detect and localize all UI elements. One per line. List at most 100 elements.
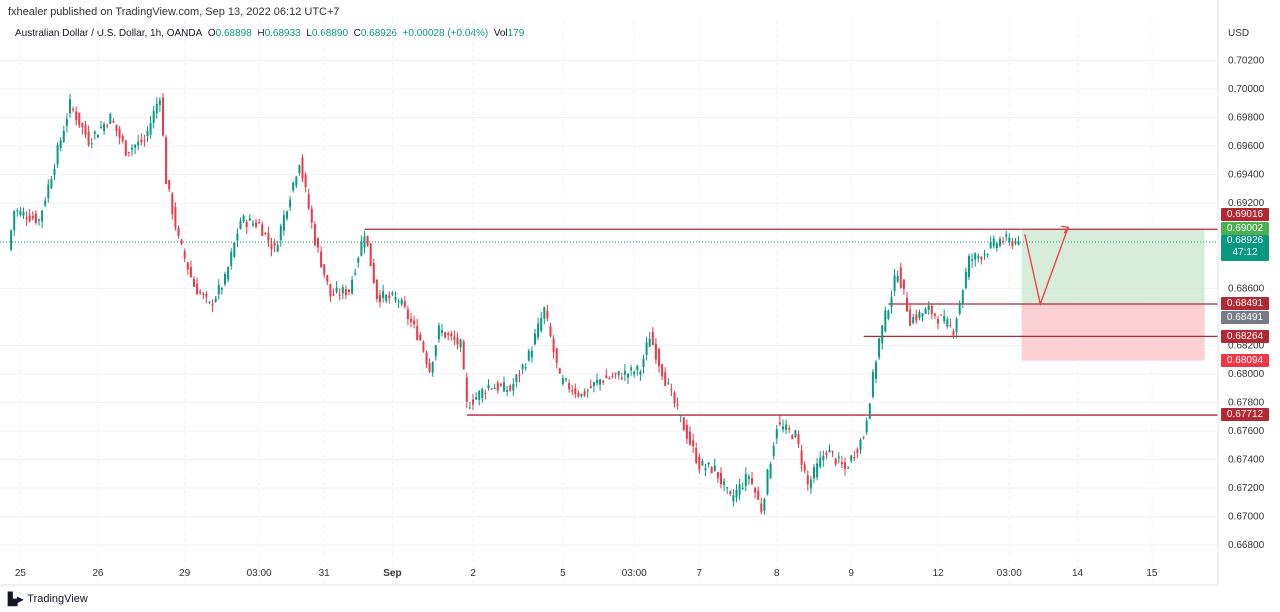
candle-body: [555, 348, 558, 363]
candle-body: [152, 110, 155, 123]
candle-body: [983, 253, 986, 255]
candle-body: [69, 99, 71, 114]
candle-body: [654, 343, 657, 360]
candle-body: [726, 487, 729, 489]
candle-body: [809, 479, 812, 489]
long-position-box: [1021, 229, 1205, 361]
candle-body: [137, 141, 140, 146]
candle-body: [506, 390, 509, 392]
time-tick: 03:00: [997, 568, 1022, 579]
time-tick: 29: [179, 568, 191, 579]
candle-body: [503, 382, 505, 392]
candle-body: [338, 294, 341, 296]
time-tick: 31: [319, 568, 331, 579]
candle-body: [202, 293, 205, 295]
price-axis[interactable]: 0.70200 0.70000 0.69800 0.69600 0.69400 0.692…: [1228, 56, 1265, 552]
candle-body: [298, 165, 301, 173]
candle-body: [574, 388, 577, 395]
candle-body: [245, 222, 248, 228]
candle-body: [239, 220, 242, 229]
candle-body: [995, 243, 998, 249]
candle-body: [115, 124, 118, 131]
candle-body: [158, 100, 161, 105]
candle-body: [906, 297, 908, 312]
price-tick: 0.68000: [1228, 369, 1265, 380]
candle-body: [72, 108, 75, 110]
candle-body: [453, 336, 456, 341]
candle-body: [602, 380, 605, 383]
candle-body: [220, 287, 223, 290]
candle-body: [394, 297, 397, 301]
candle-body: [912, 317, 915, 323]
candle-body: [279, 225, 282, 240]
candle-body: [47, 184, 50, 199]
candle-body: [428, 363, 431, 372]
candle-body: [323, 264, 326, 275]
candle-body: [282, 215, 285, 231]
candle-body: [791, 435, 794, 440]
candle-body: [747, 476, 750, 479]
price-tick: 0.67800: [1228, 398, 1265, 409]
candle-body: [193, 278, 195, 287]
candle-body: [664, 372, 667, 386]
candle-body: [921, 313, 924, 317]
candle-body: [475, 397, 478, 400]
candle-body: [729, 491, 732, 495]
candle-body: [534, 333, 536, 345]
candle-body: [493, 387, 496, 389]
candle-body: [332, 293, 335, 296]
candle-body: [837, 456, 840, 459]
candle-body: [189, 266, 192, 278]
candle-body: [633, 371, 636, 375]
low-label: L: [306, 28, 312, 39]
high-value: 0.68933: [264, 28, 301, 39]
time-axis[interactable]: 25 26 29 03:00 31 Sep 2 5 03:00 7 8 9 12 03:00 14 15: [15, 568, 1158, 579]
candle-body: [850, 455, 853, 462]
candle-body: [937, 318, 939, 324]
volume-label: Vol: [493, 28, 508, 39]
candle-body: [214, 298, 217, 302]
candle-body: [168, 180, 171, 190]
candle-body: [211, 303, 214, 306]
candle-body: [565, 378, 567, 380]
candle-body: [813, 467, 815, 479]
candle-body: [552, 338, 555, 352]
candle-body: [648, 338, 651, 347]
candle-body: [317, 238, 319, 248]
candle-body: [620, 377, 623, 380]
candle-body: [13, 210, 16, 231]
candle-body: [692, 440, 695, 447]
candle-body: [992, 238, 995, 246]
candle-body: [59, 140, 62, 149]
candle-body: [977, 255, 980, 259]
candle-body: [918, 311, 921, 319]
candle-body: [487, 384, 490, 389]
candle-body: [949, 324, 952, 326]
candle-body: [639, 371, 642, 375]
candle-body: [462, 341, 465, 370]
candle-body: [834, 458, 837, 465]
candle-body: [261, 224, 264, 236]
candle-body: [56, 145, 59, 165]
candle-body: [1005, 234, 1008, 237]
candle-body: [165, 137, 168, 185]
candle-body: [710, 466, 713, 474]
price-tick: 0.70200: [1228, 56, 1265, 67]
tradingview-logo[interactable]: ▙▸ TradingView: [8, 592, 88, 606]
candle-body: [611, 376, 614, 378]
candle-body: [65, 119, 68, 126]
candle-body: [868, 403, 871, 419]
candle-body: [549, 325, 552, 337]
candle-body: [679, 415, 682, 417]
candle-body: [865, 420, 868, 433]
candle-body: [217, 284, 220, 295]
candle-body: [468, 407, 471, 409]
candle-body: [437, 325, 440, 340]
candle-body: [441, 330, 443, 333]
candle-body: [1008, 237, 1011, 243]
candle-body: [251, 223, 254, 226]
candle-body: [887, 310, 890, 320]
candle-body: [140, 139, 143, 143]
price-tick: 0.69600: [1228, 141, 1265, 152]
